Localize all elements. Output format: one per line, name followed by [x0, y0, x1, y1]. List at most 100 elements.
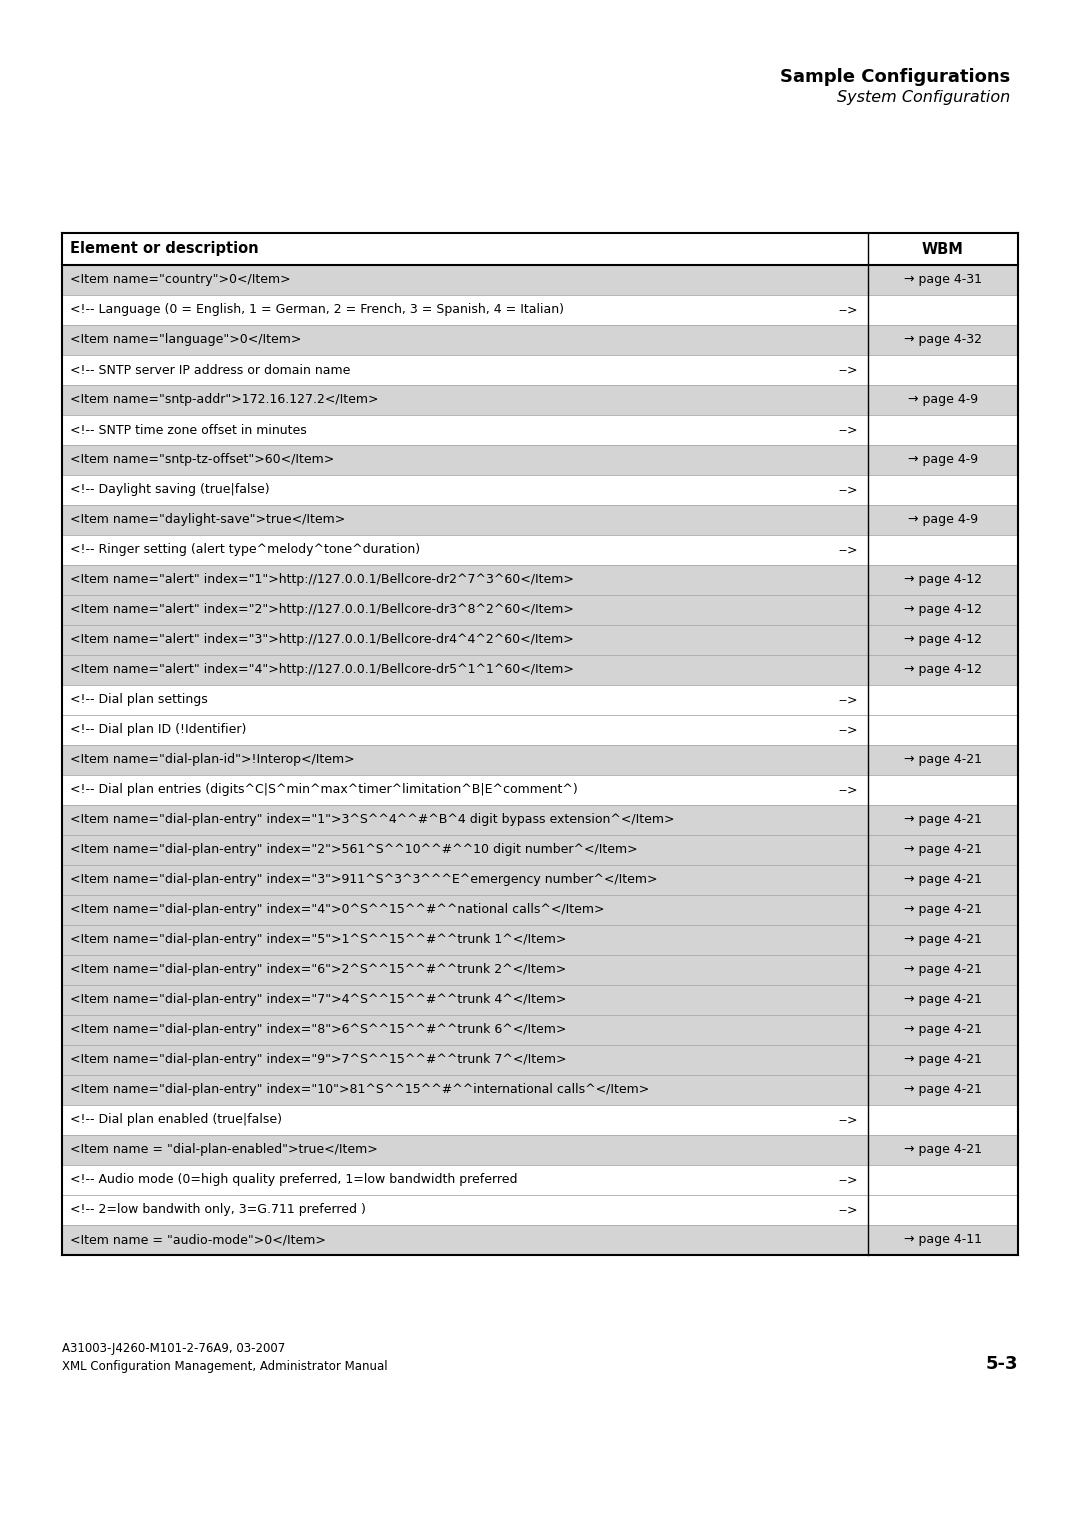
- Bar: [62, 385, 1018, 416]
- Text: → page 4-32: → page 4-32: [904, 333, 982, 347]
- Text: <!-- SNTP server IP address or domain name: <!-- SNTP server IP address or domain na…: [70, 364, 350, 376]
- Bar: [62, 1225, 1018, 1254]
- Bar: [62, 1015, 1018, 1045]
- Text: <!-- Audio mode (0=high quality preferred, 1=low bandwidth preferred: <!-- Audio mode (0=high quality preferre…: [70, 1174, 517, 1187]
- Bar: [62, 805, 1018, 834]
- Text: <!-- SNTP time zone offset in minutes: <!-- SNTP time zone offset in minutes: [70, 423, 307, 437]
- Text: <Item name="alert" index="1">http://127.0.0.1/Bellcore-dr2^7^3^60</Item>: <Item name="alert" index="1">http://127.…: [70, 573, 573, 587]
- Text: → page 4-21: → page 4-21: [904, 993, 982, 1007]
- Text: → page 4-11: → page 4-11: [904, 1233, 982, 1247]
- Bar: [62, 955, 1018, 986]
- Text: <Item name="dial-plan-entry" index="9">7^S^^15^^#^^trunk 7^</Item>: <Item name="dial-plan-entry" index="9">7…: [70, 1053, 567, 1067]
- Text: -->: -->: [838, 544, 858, 556]
- Bar: [62, 1195, 1018, 1225]
- Text: <Item name="sntp-tz-offset">60</Item>: <Item name="sntp-tz-offset">60</Item>: [70, 454, 334, 466]
- Bar: [62, 475, 1018, 504]
- Text: Element or description: Element or description: [70, 241, 258, 257]
- Text: → page 4-21: → page 4-21: [904, 934, 982, 946]
- Text: <Item name="dial-plan-entry" index="2">561^S^^10^^#^^10 digit number^</Item>: <Item name="dial-plan-entry" index="2">5…: [70, 843, 637, 857]
- Bar: [62, 354, 1018, 385]
- Text: <!-- Dial plan ID (!Identifier): <!-- Dial plan ID (!Identifier): [70, 723, 246, 736]
- Text: → page 4-21: → page 4-21: [904, 964, 982, 976]
- Text: → page 4-21: → page 4-21: [904, 753, 982, 767]
- Text: → page 4-31: → page 4-31: [904, 274, 982, 287]
- Text: → page 4-21: → page 4-21: [904, 813, 982, 827]
- Bar: [62, 565, 1018, 594]
- Text: → page 4-12: → page 4-12: [904, 663, 982, 677]
- Text: <!-- Dial plan enabled (true|false): <!-- Dial plan enabled (true|false): [70, 1114, 282, 1126]
- Text: <Item name="language">0</Item>: <Item name="language">0</Item>: [70, 333, 301, 347]
- Text: <Item name="dial-plan-entry" index="1">3^S^^4^^#^B^4 digit bypass extension^</It: <Item name="dial-plan-entry" index="1">3…: [70, 813, 675, 827]
- Text: Sample Configurations: Sample Configurations: [780, 69, 1010, 86]
- Bar: [62, 594, 1018, 625]
- Text: → page 4-9: → page 4-9: [908, 513, 978, 527]
- Text: -->: -->: [838, 304, 858, 316]
- Text: → page 4-21: → page 4-21: [904, 1083, 982, 1097]
- Text: -->: -->: [838, 423, 858, 437]
- Text: <Item name="dial-plan-entry" index="5">1^S^^15^^#^^trunk 1^</Item>: <Item name="dial-plan-entry" index="5">1…: [70, 934, 566, 946]
- Bar: [62, 1045, 1018, 1076]
- Bar: [62, 895, 1018, 924]
- Text: <Item name="alert" index="2">http://127.0.0.1/Bellcore-dr3^8^2^60</Item>: <Item name="alert" index="2">http://127.…: [70, 604, 573, 616]
- Bar: [62, 656, 1018, 685]
- Bar: [62, 325, 1018, 354]
- Bar: [62, 535, 1018, 565]
- Text: <Item name="dial-plan-entry" index="4">0^S^^15^^#^^national calls^</Item>: <Item name="dial-plan-entry" index="4">0…: [70, 903, 605, 917]
- Bar: [62, 504, 1018, 535]
- Text: → page 4-12: → page 4-12: [904, 604, 982, 616]
- Bar: [62, 625, 1018, 656]
- Bar: [62, 416, 1018, 445]
- Text: <Item name="dial-plan-entry" index="3">911^S^3^3^^^E^emergency number^</Item>: <Item name="dial-plan-entry" index="3">9…: [70, 874, 658, 886]
- Text: <!-- Language (0 = English, 1 = German, 2 = French, 3 = Spanish, 4 = Italian): <!-- Language (0 = English, 1 = German, …: [70, 304, 564, 316]
- Text: -->: -->: [838, 1204, 858, 1216]
- Text: -->: -->: [838, 1114, 858, 1126]
- Text: → page 4-12: → page 4-12: [904, 573, 982, 587]
- Text: -->: -->: [838, 364, 858, 376]
- Text: → page 4-21: → page 4-21: [904, 1053, 982, 1067]
- Text: WBM: WBM: [922, 241, 964, 257]
- Text: <Item name="alert" index="3">http://127.0.0.1/Bellcore-dr4^4^2^60</Item>: <Item name="alert" index="3">http://127.…: [70, 634, 573, 646]
- Text: → page 4-9: → page 4-9: [908, 394, 978, 406]
- Text: → page 4-21: → page 4-21: [904, 1024, 982, 1036]
- Text: <Item name="alert" index="4">http://127.0.0.1/Bellcore-dr5^1^1^60</Item>: <Item name="alert" index="4">http://127.…: [70, 663, 573, 677]
- Bar: [62, 232, 1018, 264]
- Text: System Configuration: System Configuration: [837, 90, 1010, 105]
- Text: -->: -->: [838, 694, 858, 706]
- Text: <Item name="dial-plan-entry" index="10">81^S^^15^^#^^international calls^</Item>: <Item name="dial-plan-entry" index="10">…: [70, 1083, 649, 1097]
- Bar: [62, 986, 1018, 1015]
- Bar: [62, 1105, 1018, 1135]
- Bar: [62, 264, 1018, 295]
- Text: -->: -->: [838, 1174, 858, 1187]
- Text: → page 4-12: → page 4-12: [904, 634, 982, 646]
- Text: <!-- Ringer setting (alert type^melody^tone^duration): <!-- Ringer setting (alert type^melody^t…: [70, 544, 420, 556]
- Bar: [62, 715, 1018, 746]
- Text: XML Configuration Management, Administrator Manual: XML Configuration Management, Administra…: [62, 1360, 388, 1374]
- Text: → page 4-21: → page 4-21: [904, 843, 982, 857]
- Text: <!-- 2=low bandwith only, 3=G.711 preferred ): <!-- 2=low bandwith only, 3=G.711 prefer…: [70, 1204, 366, 1216]
- Text: <Item name="country">0</Item>: <Item name="country">0</Item>: [70, 274, 291, 287]
- Text: <Item name = "audio-mode">0</Item>: <Item name = "audio-mode">0</Item>: [70, 1233, 326, 1247]
- Text: <Item name="dial-plan-entry" index="7">4^S^^15^^#^^trunk 4^</Item>: <Item name="dial-plan-entry" index="7">4…: [70, 993, 566, 1007]
- Bar: [62, 1076, 1018, 1105]
- Text: -->: -->: [838, 483, 858, 497]
- Text: → page 4-9: → page 4-9: [908, 454, 978, 466]
- Text: <Item name="dial-plan-entry" index="8">6^S^^15^^#^^trunk 6^</Item>: <Item name="dial-plan-entry" index="8">6…: [70, 1024, 566, 1036]
- Text: <Item name="dial-plan-entry" index="6">2^S^^15^^#^^trunk 2^</Item>: <Item name="dial-plan-entry" index="6">2…: [70, 964, 566, 976]
- Text: <!-- Dial plan entries (digits^C|S^min^max^timer^limitation^B|E^comment^): <!-- Dial plan entries (digits^C|S^min^m…: [70, 784, 578, 796]
- Text: → page 4-21: → page 4-21: [904, 903, 982, 917]
- Text: A31003-J4260-M101-2-76A9, 03-2007: A31003-J4260-M101-2-76A9, 03-2007: [62, 1342, 285, 1355]
- Bar: [62, 746, 1018, 775]
- Bar: [62, 775, 1018, 805]
- Bar: [62, 924, 1018, 955]
- Text: <Item name="dial-plan-id">!Interop</Item>: <Item name="dial-plan-id">!Interop</Item…: [70, 753, 354, 767]
- Text: <!-- Dial plan settings: <!-- Dial plan settings: [70, 694, 207, 706]
- Text: → page 4-21: → page 4-21: [904, 1143, 982, 1157]
- Text: <!-- Daylight saving (true|false): <!-- Daylight saving (true|false): [70, 483, 270, 497]
- Text: -->: -->: [838, 784, 858, 796]
- Bar: [62, 295, 1018, 325]
- Text: 5-3: 5-3: [986, 1355, 1018, 1374]
- Text: <Item name="daylight-save">true</Item>: <Item name="daylight-save">true</Item>: [70, 513, 346, 527]
- Bar: [62, 445, 1018, 475]
- Text: -->: -->: [838, 723, 858, 736]
- Bar: [62, 1164, 1018, 1195]
